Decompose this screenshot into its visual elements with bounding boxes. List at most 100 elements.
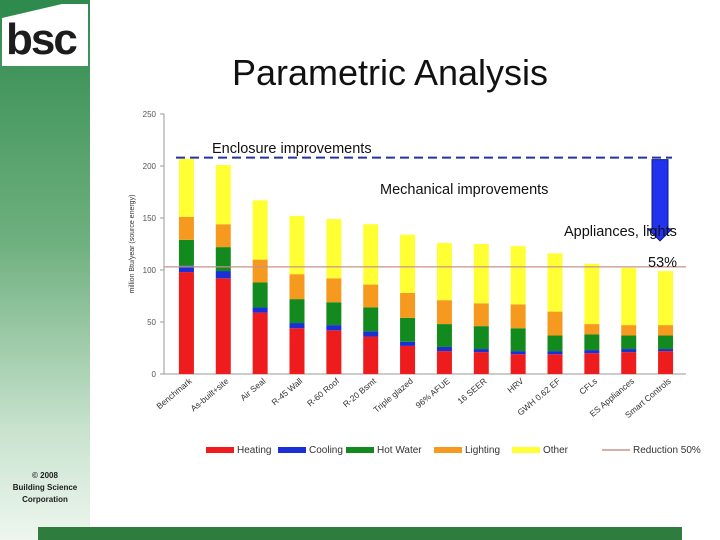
legend-swatch xyxy=(206,447,234,453)
bar-segment-heating xyxy=(326,330,342,374)
bar-segment-cooling xyxy=(510,351,526,355)
bar-segment-other xyxy=(400,234,416,293)
annotation-enclosure: Enclosure improvements xyxy=(212,141,372,157)
bar-segment-heating xyxy=(473,352,489,374)
bar-segment-cooling xyxy=(326,325,342,331)
x-tick-label: CFLs xyxy=(577,376,599,397)
x-tick-label: Triple glazed xyxy=(371,376,415,415)
bar-segment-cooling xyxy=(658,349,674,352)
bar-segment-hot-water xyxy=(178,239,194,266)
bar-segment-other xyxy=(326,219,342,279)
bar-segment-cooling xyxy=(584,350,600,354)
bar-stack xyxy=(510,246,526,374)
bar-segment-other xyxy=(621,267,637,326)
bar-stack xyxy=(326,219,342,374)
bar-segment-lighting xyxy=(621,325,637,336)
legend-swatch xyxy=(278,447,306,453)
legend-item: Lighting xyxy=(434,445,500,456)
y-tick-label: 0 xyxy=(152,370,157,379)
legend-swatch xyxy=(346,447,374,453)
bar-segment-other xyxy=(547,253,563,312)
bar-segment-heating xyxy=(658,351,674,374)
bar-segment-other xyxy=(215,164,231,225)
annotation-appliances: Appliances, lights xyxy=(564,224,677,240)
annotation-percent: 53% xyxy=(648,255,677,271)
bar-segment-heating xyxy=(510,354,526,374)
bar-segment-hot-water xyxy=(621,335,637,350)
bar-segment-heating xyxy=(363,336,379,374)
x-tick-label: Air Seal xyxy=(238,376,267,403)
bar-stack xyxy=(215,164,231,374)
reduction-arrow-icon xyxy=(646,159,674,242)
bar-segment-lighting xyxy=(510,304,526,329)
logo-text: bsc xyxy=(6,15,78,64)
bar-stack xyxy=(178,158,194,374)
y-tick-label: 150 xyxy=(143,214,157,223)
x-tick-label: 96% AFUE xyxy=(413,376,452,411)
y-axis-label: million Btu/year (source energy) xyxy=(129,195,136,294)
bar-segment-lighting xyxy=(584,324,600,335)
bar-segment-heating xyxy=(178,272,194,374)
footer-bar xyxy=(38,527,682,540)
bar-segment-lighting xyxy=(473,303,489,327)
bar-stack xyxy=(289,215,305,374)
chart-annotations: Enclosure improvements Mechanical improve… xyxy=(212,141,677,271)
bar-segment-cooling xyxy=(289,323,305,329)
bar-segment-other xyxy=(289,215,305,275)
legend-item: Heating xyxy=(206,445,271,456)
bar-segment-cooling xyxy=(400,341,416,346)
bar-segment-other xyxy=(473,244,489,304)
bar-segment-heating xyxy=(547,354,563,374)
bar-segment-cooling xyxy=(178,265,194,273)
logo-roof-icon xyxy=(2,4,62,18)
bar-segment-cooling xyxy=(621,349,637,353)
sidebar-band xyxy=(0,0,90,540)
stacked-bar-chart: 0 50 100 150 200 250 million Btu/year (source … xyxy=(129,110,701,456)
bar-segment-hot-water xyxy=(326,302,342,326)
bar-segment-other xyxy=(436,242,452,301)
legend-item: Cooling xyxy=(278,445,343,456)
legend-swatch xyxy=(512,447,540,453)
bar-segment-lighting xyxy=(178,216,194,240)
bar-segment-hot-water xyxy=(436,324,452,347)
bar-stack xyxy=(547,253,563,374)
bar-stack xyxy=(584,263,600,374)
legend-swatch xyxy=(434,447,462,453)
legend-label: Lighting xyxy=(465,445,500,456)
bar-stack xyxy=(621,267,637,374)
bar-segment-lighting xyxy=(547,311,563,336)
x-tick-label: HRV xyxy=(505,376,525,395)
bar-segment-heating xyxy=(289,328,305,374)
bar-segment-heating xyxy=(252,312,268,374)
bar-stack xyxy=(473,244,489,374)
bar-segment-cooling xyxy=(436,346,452,352)
page-title: Parametric Analysis xyxy=(231,52,549,93)
bar-segment-lighting xyxy=(400,292,416,318)
copyright-notice: © 2008 Building Science Corporation xyxy=(4,470,86,506)
bar-stack xyxy=(436,242,452,374)
bar-segment-other xyxy=(363,224,379,285)
y-tick-label: 100 xyxy=(143,266,157,275)
legend-label: Reduction 50% xyxy=(633,445,701,456)
bar-segment-other xyxy=(658,271,674,326)
x-tick-label: R-60 Roof xyxy=(305,375,342,408)
copyright-company: Building Science xyxy=(12,483,78,492)
copyright-suffix: Corporation xyxy=(22,495,68,504)
bar-stack xyxy=(363,224,379,374)
x-tick-label: 16 SEER xyxy=(455,376,488,406)
bar-segment-hot-water xyxy=(584,334,600,351)
bar-segment-cooling xyxy=(252,307,268,313)
bar-segment-lighting xyxy=(289,274,305,300)
bar-segment-lighting xyxy=(326,278,342,303)
bar-segment-hot-water xyxy=(658,335,674,350)
bar-stack xyxy=(252,200,268,374)
legend-item: Reduction 50% xyxy=(602,445,701,456)
reference-lines xyxy=(164,156,686,268)
bar-segment-other xyxy=(584,263,600,325)
bar-segment-other xyxy=(178,158,194,217)
y-tick-label: 250 xyxy=(143,110,157,119)
bar-segment-lighting xyxy=(215,224,231,248)
bar-segment-lighting xyxy=(658,325,674,336)
bar-segment-cooling xyxy=(547,351,563,355)
bar-segment-hot-water xyxy=(363,307,379,332)
